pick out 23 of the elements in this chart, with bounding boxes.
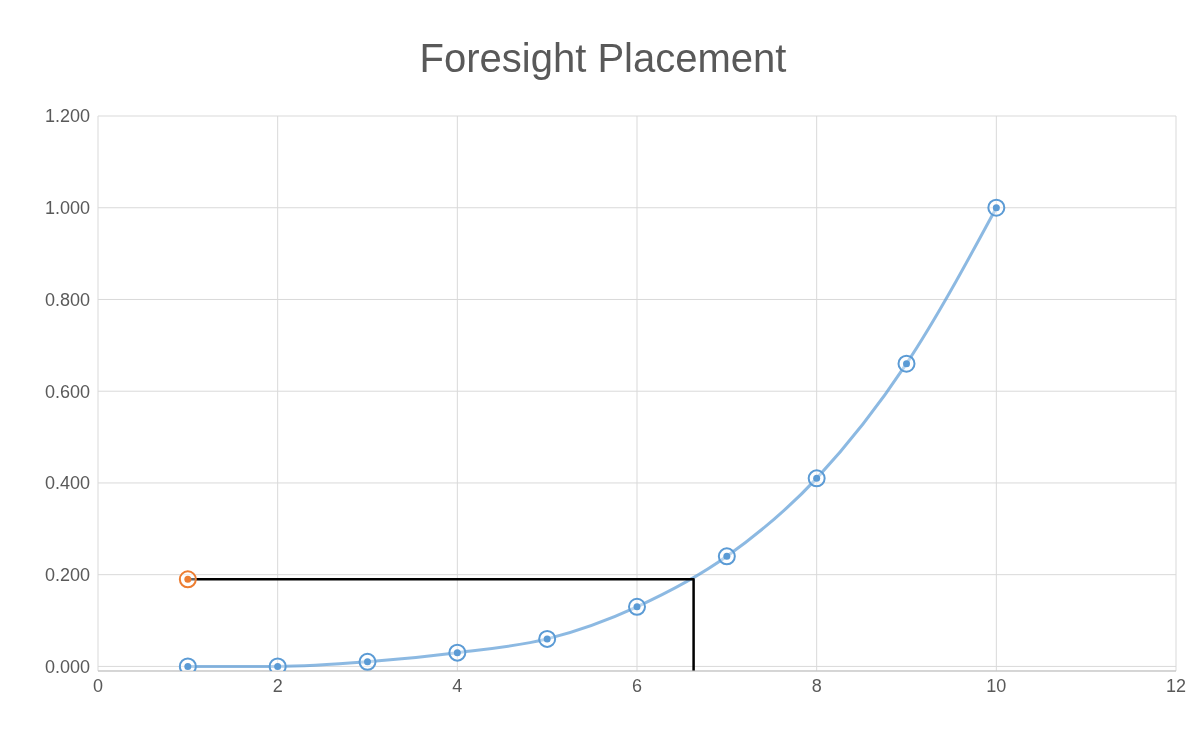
x-tick-label: 12 (1165, 675, 1187, 696)
point (448, 643, 467, 662)
point (897, 354, 916, 373)
x-tick-label: 2 (272, 675, 283, 696)
y-tick-label: 0.800 (44, 289, 90, 310)
x-tick-label: 8 (811, 675, 822, 696)
x-tick-label: 6 (631, 675, 643, 696)
y-tick-label: 1.200 (44, 106, 90, 127)
point (807, 469, 826, 488)
x-tick-label: 10 (986, 675, 1007, 696)
point (717, 547, 736, 566)
y-tick-label: 0.200 (44, 565, 90, 586)
y-tick-label: 0.600 (44, 381, 90, 402)
point (628, 597, 646, 616)
y-tick-label: 1.000 (44, 198, 90, 219)
y-tick-label: 0.400 (44, 473, 90, 494)
point (538, 629, 557, 648)
y-tick-label: 0.000 (44, 656, 90, 677)
point (987, 198, 1006, 217)
chart-title: Foresight Placement (418, 35, 788, 82)
point (358, 652, 377, 671)
x-tick-label: 0 (92, 675, 104, 696)
x-tick-label: 4 (452, 675, 463, 696)
